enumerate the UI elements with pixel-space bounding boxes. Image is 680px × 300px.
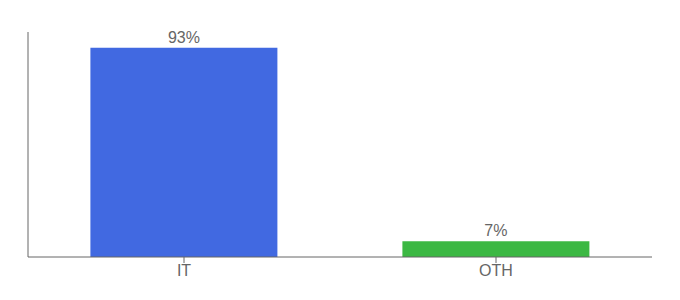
svg-text:93%: 93% bbox=[168, 29, 200, 46]
svg-text:OTH: OTH bbox=[479, 262, 513, 279]
svg-text:IT: IT bbox=[177, 262, 191, 279]
svg-text:7%: 7% bbox=[484, 222, 507, 239]
